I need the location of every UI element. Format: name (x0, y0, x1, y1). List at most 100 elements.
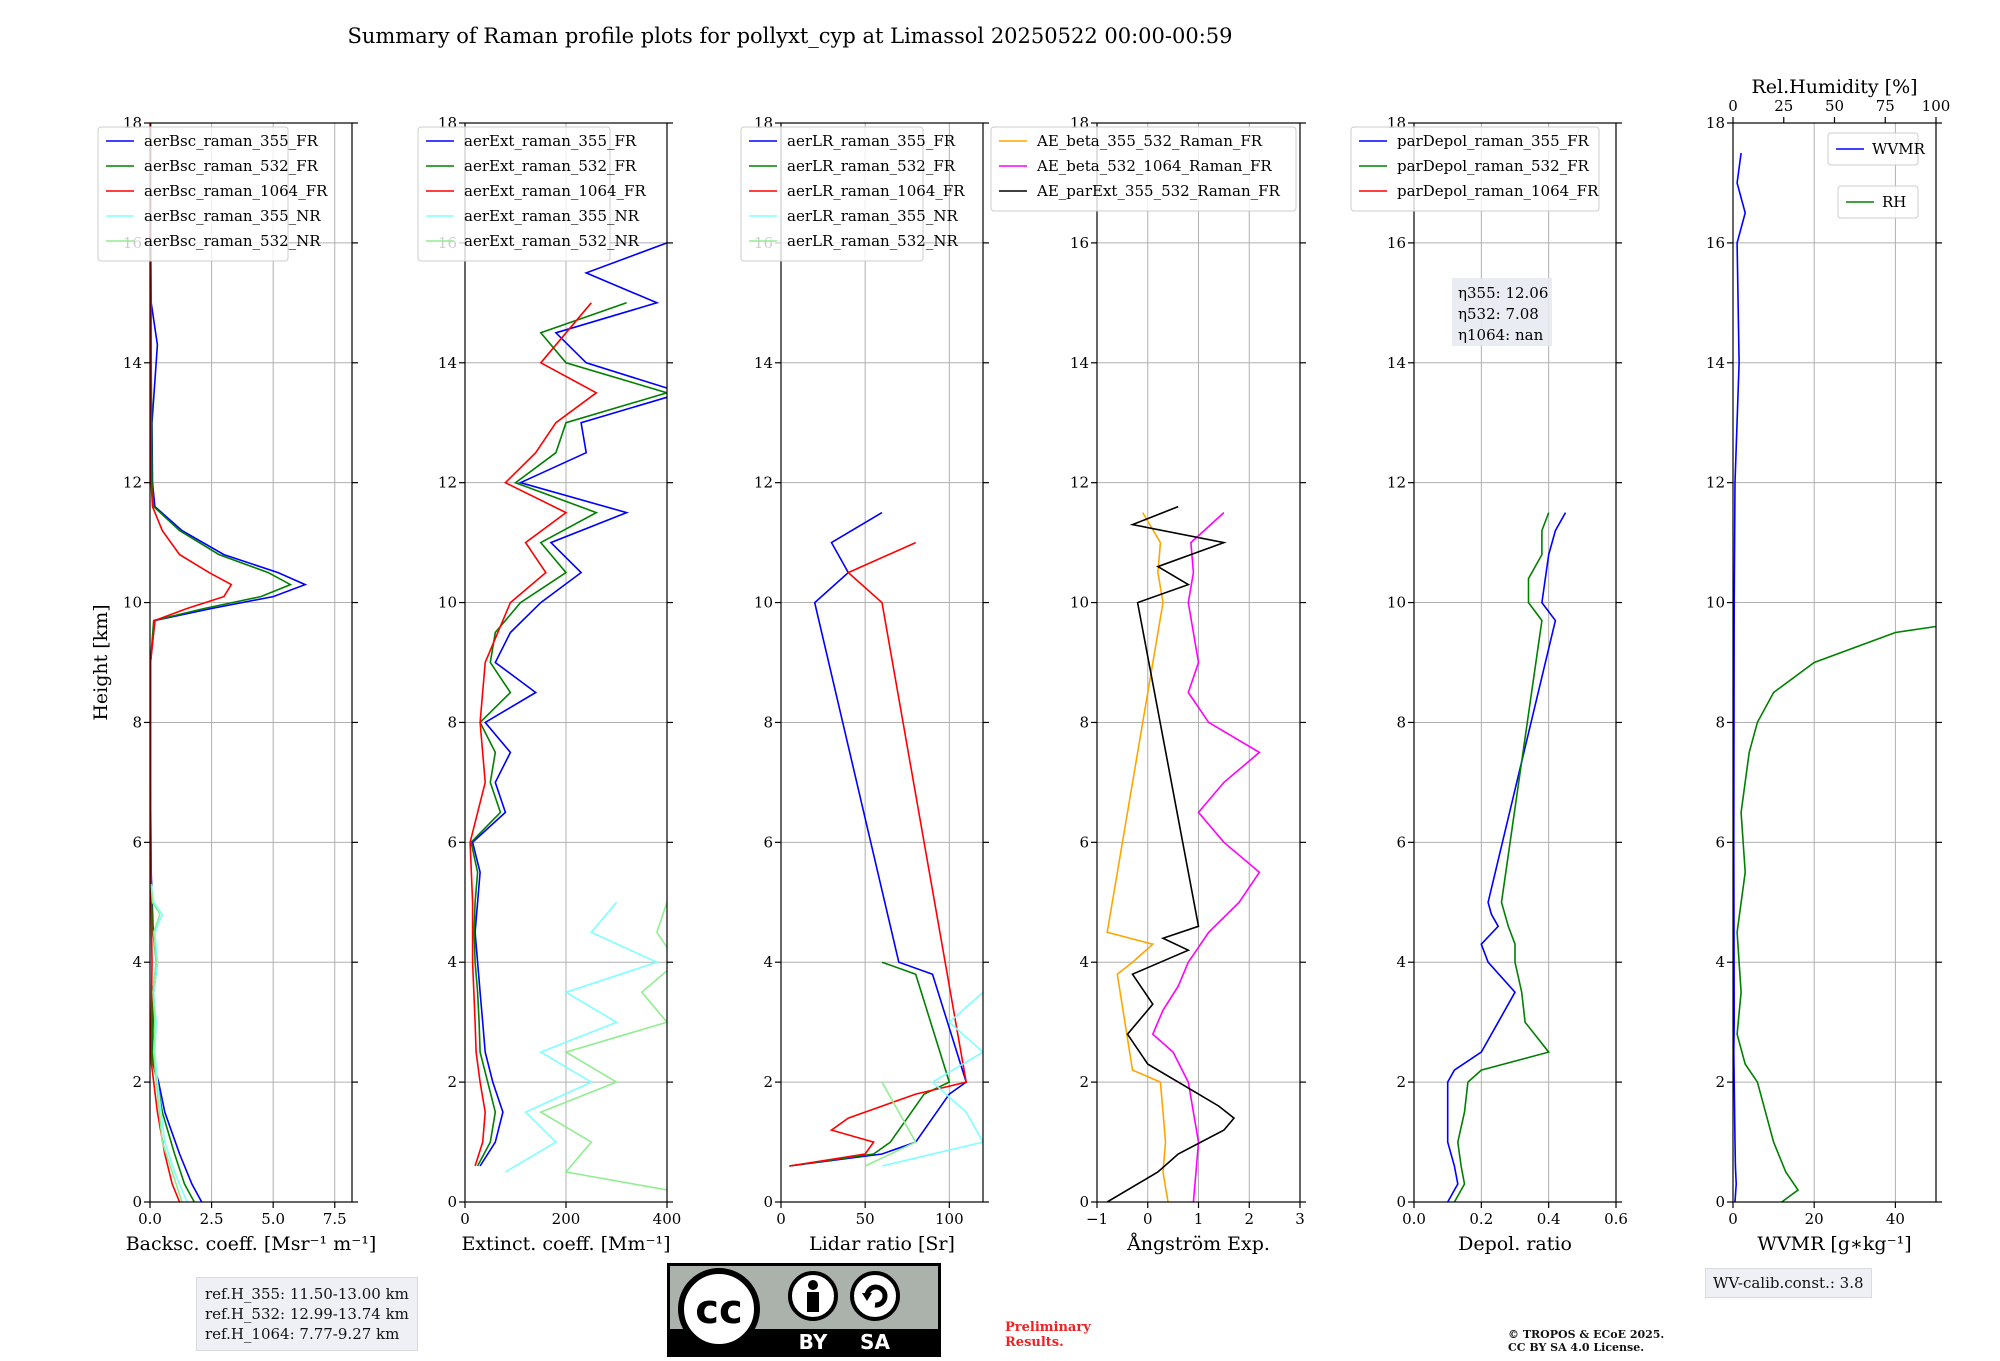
ytick-label: 6 (447, 833, 457, 851)
ytick-label: 6 (132, 833, 142, 851)
series-aerExt_raman_532_FR (470, 302, 667, 1167)
panel-ext: 0246810121416180200400Extinct. coeff. [M… (417, 114, 682, 1255)
axes-frame (1732, 122, 1937, 1203)
cc-by-sa-badge: cc BY SA (667, 1263, 941, 1357)
axes-frame (149, 122, 353, 1203)
xtick-label: 400 (653, 1210, 682, 1228)
top-xtick-label: 100 (1922, 97, 1951, 115)
ytick-label: 2 (1079, 1073, 1089, 1091)
ref-height-1064: ref.H_1064: 7.77-9.27 km (205, 1325, 400, 1343)
xtick-label: 0 (776, 1210, 786, 1228)
series-aerLR_raman_355_FR (789, 511, 968, 1167)
series-aerBsc_raman_532_FR (150, 123, 293, 1202)
series-AE_beta_532_1064_Raman_FR (1151, 512, 1261, 1202)
copyright-note: © TROPOS & ECoE 2025. CC BY SA 4.0 Licen… (1508, 1328, 1664, 1354)
ytick-label: 10 (438, 594, 457, 612)
series-aerBsc_raman_355_FR (150, 123, 308, 1202)
xtick-label: 0 (1728, 1210, 1738, 1228)
x-axis-label: Depol. ratio (1458, 1233, 1572, 1255)
cc-license-icon: cc BY SA (667, 1263, 941, 1357)
ytick-label: 0 (1715, 1193, 1725, 1211)
ytick-label: 12 (123, 474, 142, 492)
ytick-label: 0 (1396, 1193, 1406, 1211)
axes-frame (1413, 122, 1617, 1203)
ytick-label: 4 (763, 953, 773, 971)
x-axis-label: Extinct. coeff. [Mm⁻¹] (461, 1233, 670, 1255)
series-parDepol_raman_355_FR (1446, 512, 1567, 1202)
legend-entry: aerLR_raman_532_FR (787, 157, 956, 175)
legend-entry: aerBsc_raman_355_FR (144, 132, 319, 150)
figure-title: Summary of Raman profile plots for polly… (347, 24, 1232, 48)
svg-text:cc: cc (695, 1287, 742, 1333)
ytick-label: 4 (447, 953, 457, 971)
xtick-label: 0 (460, 1210, 470, 1228)
y-axis-label: Height [km] (90, 604, 112, 720)
ref-height-532: ref.H_532: 12.99-13.74 km (205, 1305, 409, 1323)
ytick-label: 2 (1715, 1073, 1725, 1091)
series-AE_beta_355_532_Raman_FR (1106, 512, 1169, 1202)
legend-box (1350, 126, 1600, 212)
ytick-label: 2 (763, 1073, 773, 1091)
series-aerExt_raman_1064_FR (469, 302, 598, 1167)
ytick-label: 12 (1706, 474, 1725, 492)
axes-frame (780, 122, 984, 1203)
legend-box (1827, 132, 1919, 166)
x-axis-label: Ångström Exp. (1126, 1233, 1270, 1255)
series-AE_parExt_355_532_Raman_FR (1106, 505, 1236, 1202)
wv-calibration-text: WV-calib.const.: 3.8 (1713, 1274, 1864, 1292)
ytick-label: 14 (123, 354, 142, 372)
legend-box (990, 126, 1297, 212)
eta-annotation: η1064: nan (1458, 326, 1544, 344)
legend-box (417, 126, 611, 262)
ytick-label: 10 (1070, 594, 1089, 612)
cc-sa-label: SA (860, 1330, 890, 1354)
ytick-label: 8 (1079, 713, 1089, 731)
legend-entry: aerLR_raman_1064_FR (787, 182, 965, 200)
ytick-label: 10 (123, 594, 142, 612)
wv-calibration-box: WV-calib.const.: 3.8 (1705, 1268, 1872, 1298)
series-aerLR_raman_532_FR (789, 961, 951, 1167)
ytick-label: 12 (1387, 474, 1406, 492)
xtick-label: 100 (935, 1210, 964, 1228)
ytick-label: 14 (1387, 354, 1406, 372)
ytick-label: 2 (1396, 1073, 1406, 1091)
ytick-label: 14 (1706, 354, 1725, 372)
ytick-label: 0 (763, 1193, 773, 1211)
ytick-label: 4 (1715, 953, 1725, 971)
eta-annotation-box (1452, 278, 1552, 346)
eta-annotation: η532: 7.08 (1458, 305, 1539, 323)
xtick-label: 3 (1295, 1210, 1305, 1228)
preliminary-results-note: Preliminary Results. (1005, 1320, 1091, 1350)
cc-by-label: BY (799, 1330, 828, 1354)
series-aerLR_raman_1064_FR (789, 541, 968, 1167)
ytick-label: 10 (754, 594, 773, 612)
top-xtick-label: 50 (1825, 97, 1844, 115)
top-xtick-label: 75 (1876, 97, 1895, 115)
ytick-label: 8 (1715, 713, 1725, 731)
ytick-label: 14 (438, 354, 457, 372)
copyright-line-2: CC BY SA 4.0 License. (1508, 1341, 1645, 1354)
ytick-label: 10 (1387, 594, 1406, 612)
xtick-label: 200 (552, 1210, 581, 1228)
series-aerExt_raman_355_NR (504, 901, 660, 1173)
xtick-label: 0.4 (1537, 1210, 1561, 1228)
ytick-label: 6 (1079, 833, 1089, 851)
xtick-label: 2.5 (200, 1210, 224, 1228)
xtick-label: −1 (1086, 1210, 1108, 1228)
ytick-label: 4 (1396, 953, 1406, 971)
ytick-label: 10 (1706, 594, 1725, 612)
legend-entry: aerBsc_raman_355_NR (144, 207, 321, 225)
xtick-label: 20 (1805, 1210, 1824, 1228)
legend-entry: aerExt_raman_532_NR (464, 232, 640, 250)
legend-entry: parDepol_raman_1064_FR (1397, 182, 1599, 200)
ytick-label: 4 (132, 953, 142, 971)
xtick-label: 0.6 (1604, 1210, 1628, 1228)
xtick-label: 2 (1244, 1210, 1254, 1228)
ytick-label: 0 (132, 1193, 142, 1211)
legend-box (740, 126, 924, 262)
legend-entry: RH (1882, 193, 1906, 211)
xtick-label: 5.0 (261, 1210, 285, 1228)
ytick-label: 14 (754, 354, 773, 372)
